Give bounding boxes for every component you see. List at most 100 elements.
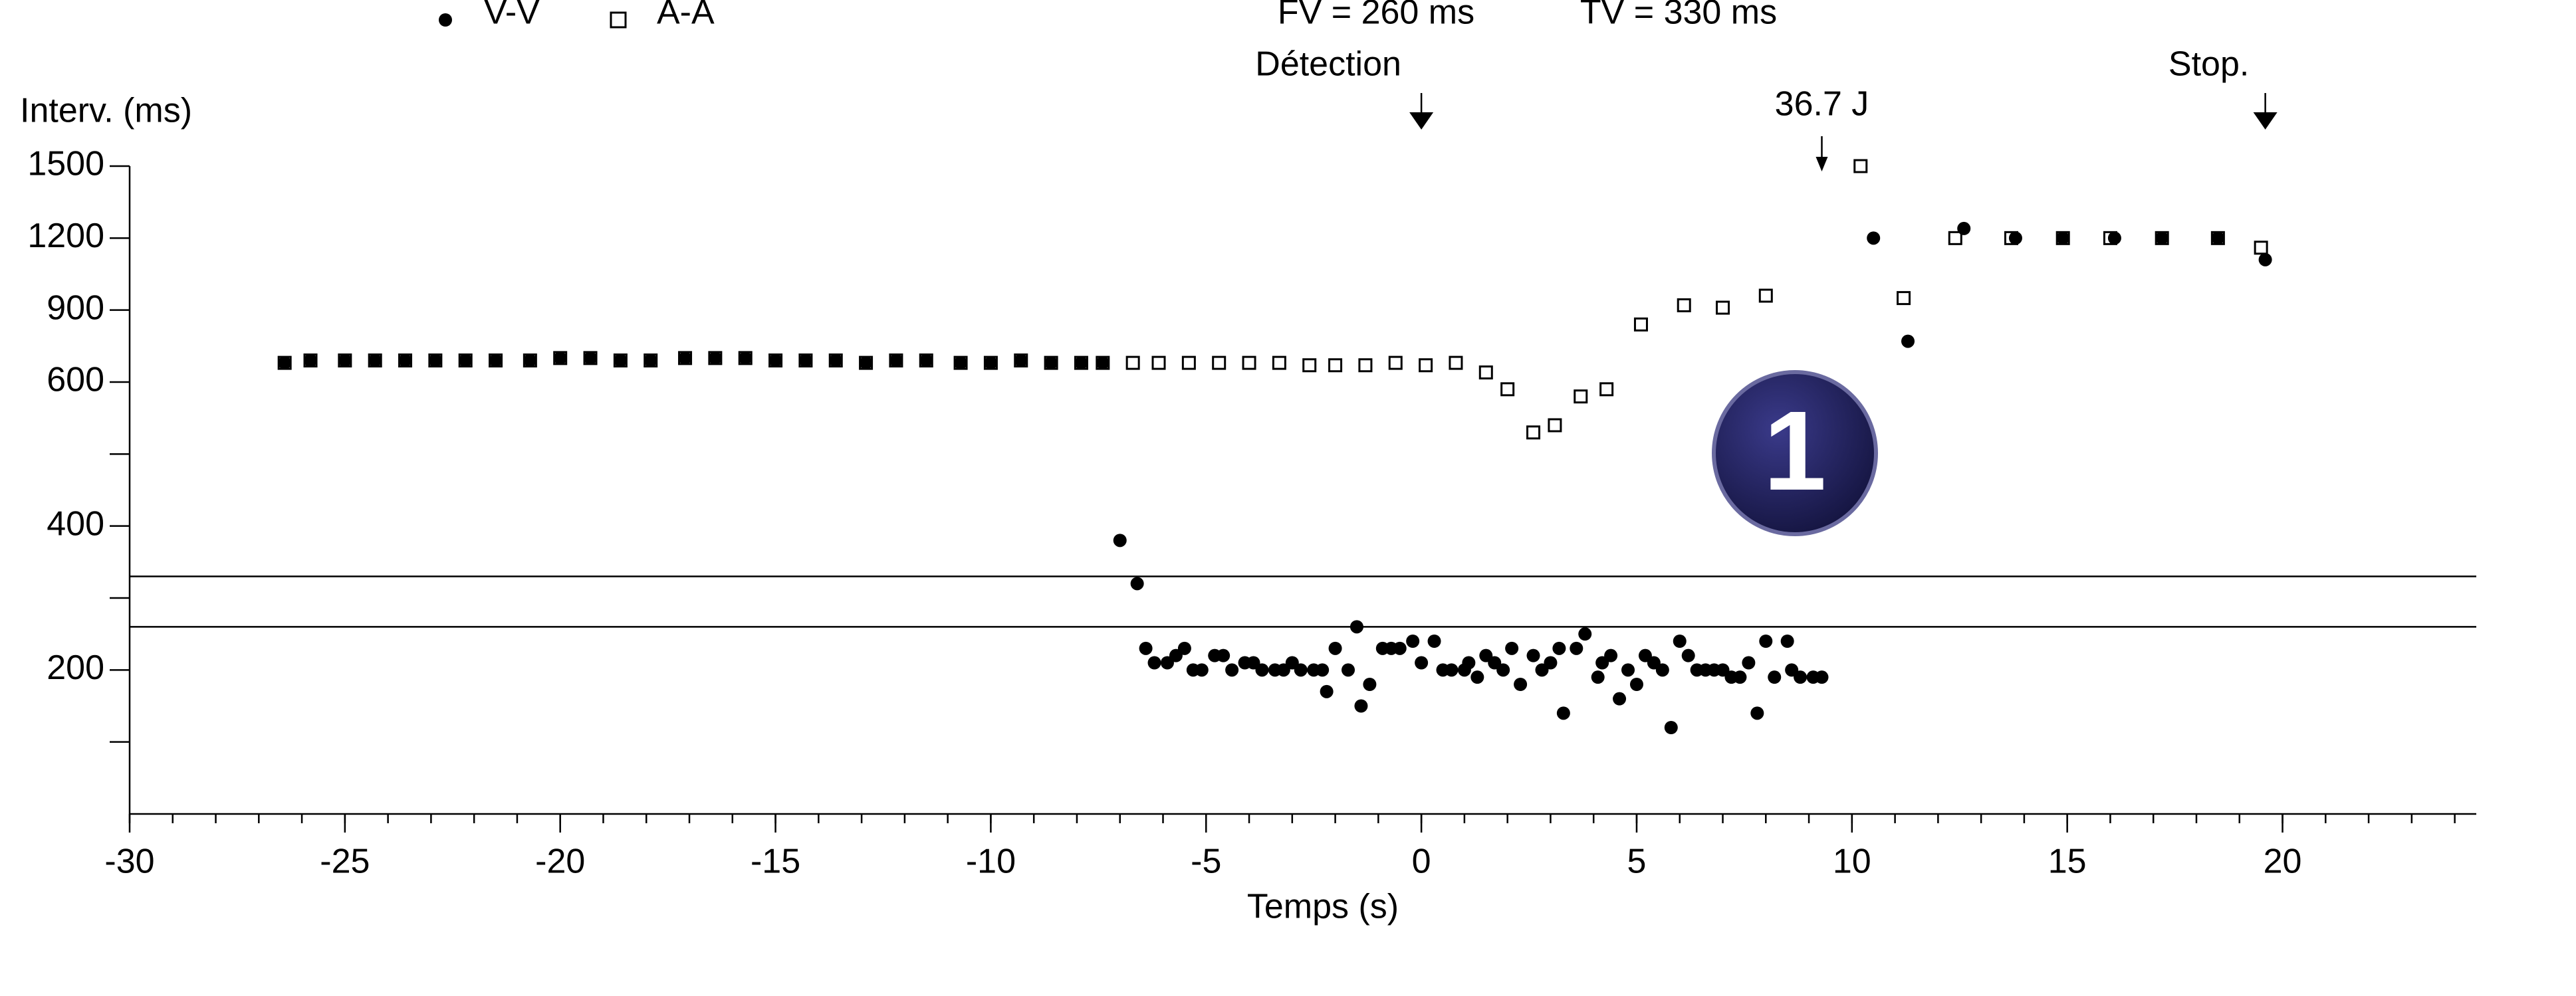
point xyxy=(644,353,657,367)
point xyxy=(1552,641,1566,655)
y-tick-label: 1500 xyxy=(27,145,104,183)
point xyxy=(2258,252,2272,266)
point xyxy=(1957,221,1971,235)
point xyxy=(1613,692,1627,706)
point xyxy=(1328,641,1342,655)
y-tick-label: 900 xyxy=(47,288,104,327)
x-tick-label: -15 xyxy=(751,843,800,881)
y-tick-label: 200 xyxy=(47,648,104,687)
point xyxy=(2056,231,2070,245)
point xyxy=(398,353,412,367)
point xyxy=(1867,231,1881,245)
point xyxy=(798,353,812,367)
point xyxy=(1556,706,1570,720)
point xyxy=(1681,648,1695,662)
legend-marker xyxy=(610,11,627,29)
point xyxy=(1113,534,1127,548)
point xyxy=(1794,670,1808,684)
y-tick-label: 400 xyxy=(47,504,104,543)
point xyxy=(1302,358,1317,373)
point xyxy=(768,353,782,367)
point xyxy=(1449,355,1463,370)
point xyxy=(1242,355,1256,370)
x-tick-label: -20 xyxy=(535,843,585,881)
point xyxy=(1897,291,1911,306)
point xyxy=(1578,627,1592,641)
annotation-arrowhead xyxy=(2253,112,2278,130)
point xyxy=(368,353,382,367)
point xyxy=(1445,663,1459,677)
point xyxy=(829,353,843,367)
point xyxy=(859,356,873,370)
point xyxy=(678,351,692,365)
annotation-label: 36.7 J xyxy=(1775,85,1869,124)
point xyxy=(1406,635,1420,648)
point xyxy=(1526,425,1541,440)
point xyxy=(2008,231,2022,245)
point xyxy=(1096,356,1110,370)
point xyxy=(2155,231,2169,245)
point xyxy=(1125,355,1140,370)
point xyxy=(1633,317,1648,332)
point xyxy=(278,356,292,370)
point xyxy=(1604,648,1618,662)
x-tick-label: 20 xyxy=(2264,843,2302,881)
point xyxy=(1526,648,1540,662)
point xyxy=(1272,355,1286,370)
point xyxy=(1599,382,1614,397)
point xyxy=(1780,635,1794,648)
point xyxy=(1388,355,1403,370)
point xyxy=(1478,365,1493,380)
x-axis-label: Temps (s) xyxy=(1247,888,1399,926)
point xyxy=(1419,358,1433,373)
annotation-label: Stop. xyxy=(2168,45,2249,84)
point xyxy=(1768,670,1782,684)
point xyxy=(1655,663,1669,677)
point xyxy=(1496,663,1510,677)
point xyxy=(1759,635,1773,648)
point xyxy=(1316,663,1330,677)
point xyxy=(1716,300,1730,315)
point xyxy=(1255,663,1269,677)
point xyxy=(1294,663,1308,677)
point xyxy=(984,356,998,370)
point xyxy=(553,351,567,365)
point xyxy=(1500,382,1515,397)
x-tick-label: 5 xyxy=(1627,843,1647,881)
point xyxy=(1363,678,1377,691)
point xyxy=(428,353,442,367)
point xyxy=(1733,670,1747,684)
point xyxy=(1217,648,1230,662)
y-tick-label: 1200 xyxy=(27,217,104,255)
y-axis-label: Interv. (ms) xyxy=(20,92,192,130)
point xyxy=(1901,334,1915,348)
point xyxy=(1225,663,1239,677)
point xyxy=(1130,577,1144,591)
point xyxy=(1139,641,1153,655)
threshold-label: FV = 260 ms xyxy=(1278,0,1474,32)
point xyxy=(954,356,968,370)
point xyxy=(1470,670,1484,684)
point xyxy=(1181,355,1196,370)
point xyxy=(1548,418,1562,433)
legend-marker xyxy=(439,13,452,27)
point xyxy=(584,351,598,365)
point xyxy=(1758,288,1773,303)
point xyxy=(1212,355,1227,370)
point xyxy=(1948,231,1962,245)
annotation-arrowhead xyxy=(1409,112,1434,130)
point xyxy=(1505,641,1519,655)
point xyxy=(1673,635,1687,648)
point xyxy=(2107,231,2121,245)
point xyxy=(1044,356,1058,370)
point xyxy=(1677,298,1691,312)
point xyxy=(1177,641,1191,655)
point xyxy=(889,353,903,367)
point xyxy=(1621,663,1635,677)
point xyxy=(708,351,722,365)
point xyxy=(1195,663,1209,677)
point xyxy=(1074,356,1088,370)
point xyxy=(1354,699,1368,713)
point xyxy=(1853,159,1868,173)
